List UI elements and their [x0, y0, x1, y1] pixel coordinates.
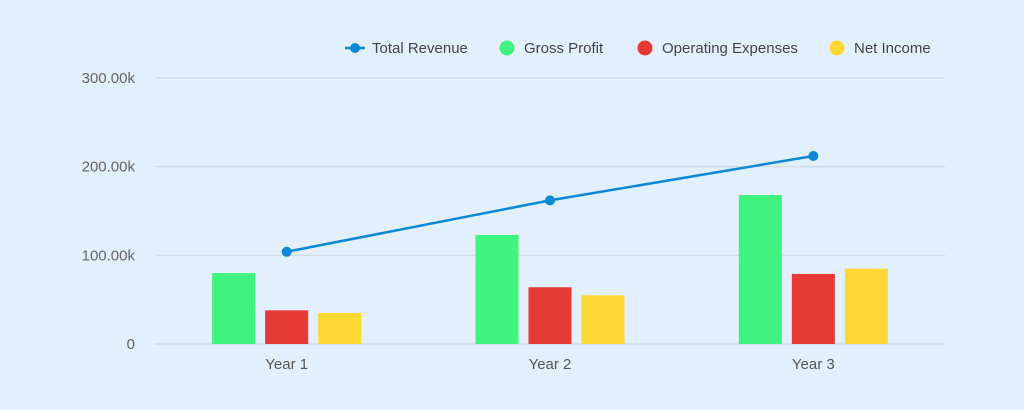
y-axis: 0 100.00k 200.00k 300.00k	[82, 70, 136, 353]
legend-swatch-icon	[829, 40, 845, 56]
bar-net-income	[844, 268, 888, 344]
bars	[212, 195, 888, 344]
line-series	[281, 151, 819, 257]
bar-operating-expenses	[528, 287, 572, 344]
legend-marker-icon	[350, 43, 360, 53]
y-tick-label: 100.00k	[82, 247, 136, 264]
x-tick-label: Year 3	[792, 356, 835, 373]
line-point	[545, 195, 555, 206]
legend-label: Total Revenue	[372, 40, 468, 57]
y-tick-label: 200.00k	[82, 159, 136, 176]
bar-gross-profit	[738, 195, 782, 344]
bar-net-income	[581, 295, 625, 344]
legend-swatch-icon	[499, 40, 515, 56]
y-tick-label: 300.00k	[82, 70, 136, 87]
x-axis: Year 1 Year 2 Year 3	[265, 356, 834, 373]
bar-operating-expenses	[265, 310, 309, 344]
x-tick-label: Year 2	[529, 356, 572, 373]
legend-swatch-icon	[637, 40, 653, 56]
line-point	[808, 151, 819, 162]
legend-label: Operating Expenses	[662, 40, 798, 57]
bar-gross-profit	[212, 273, 256, 344]
legend-label: Net Income	[854, 40, 931, 57]
bar-gross-profit	[475, 234, 519, 344]
legend: Total Revenue Gross Profit Operating Expen…	[345, 40, 931, 57]
line-point	[281, 246, 292, 257]
legend-label: Gross Profit	[524, 40, 604, 57]
bar-net-income	[318, 312, 362, 344]
bar-operating-expenses	[791, 273, 835, 344]
x-tick-label: Year 1	[265, 356, 308, 373]
y-tick-label: 0	[127, 336, 135, 353]
